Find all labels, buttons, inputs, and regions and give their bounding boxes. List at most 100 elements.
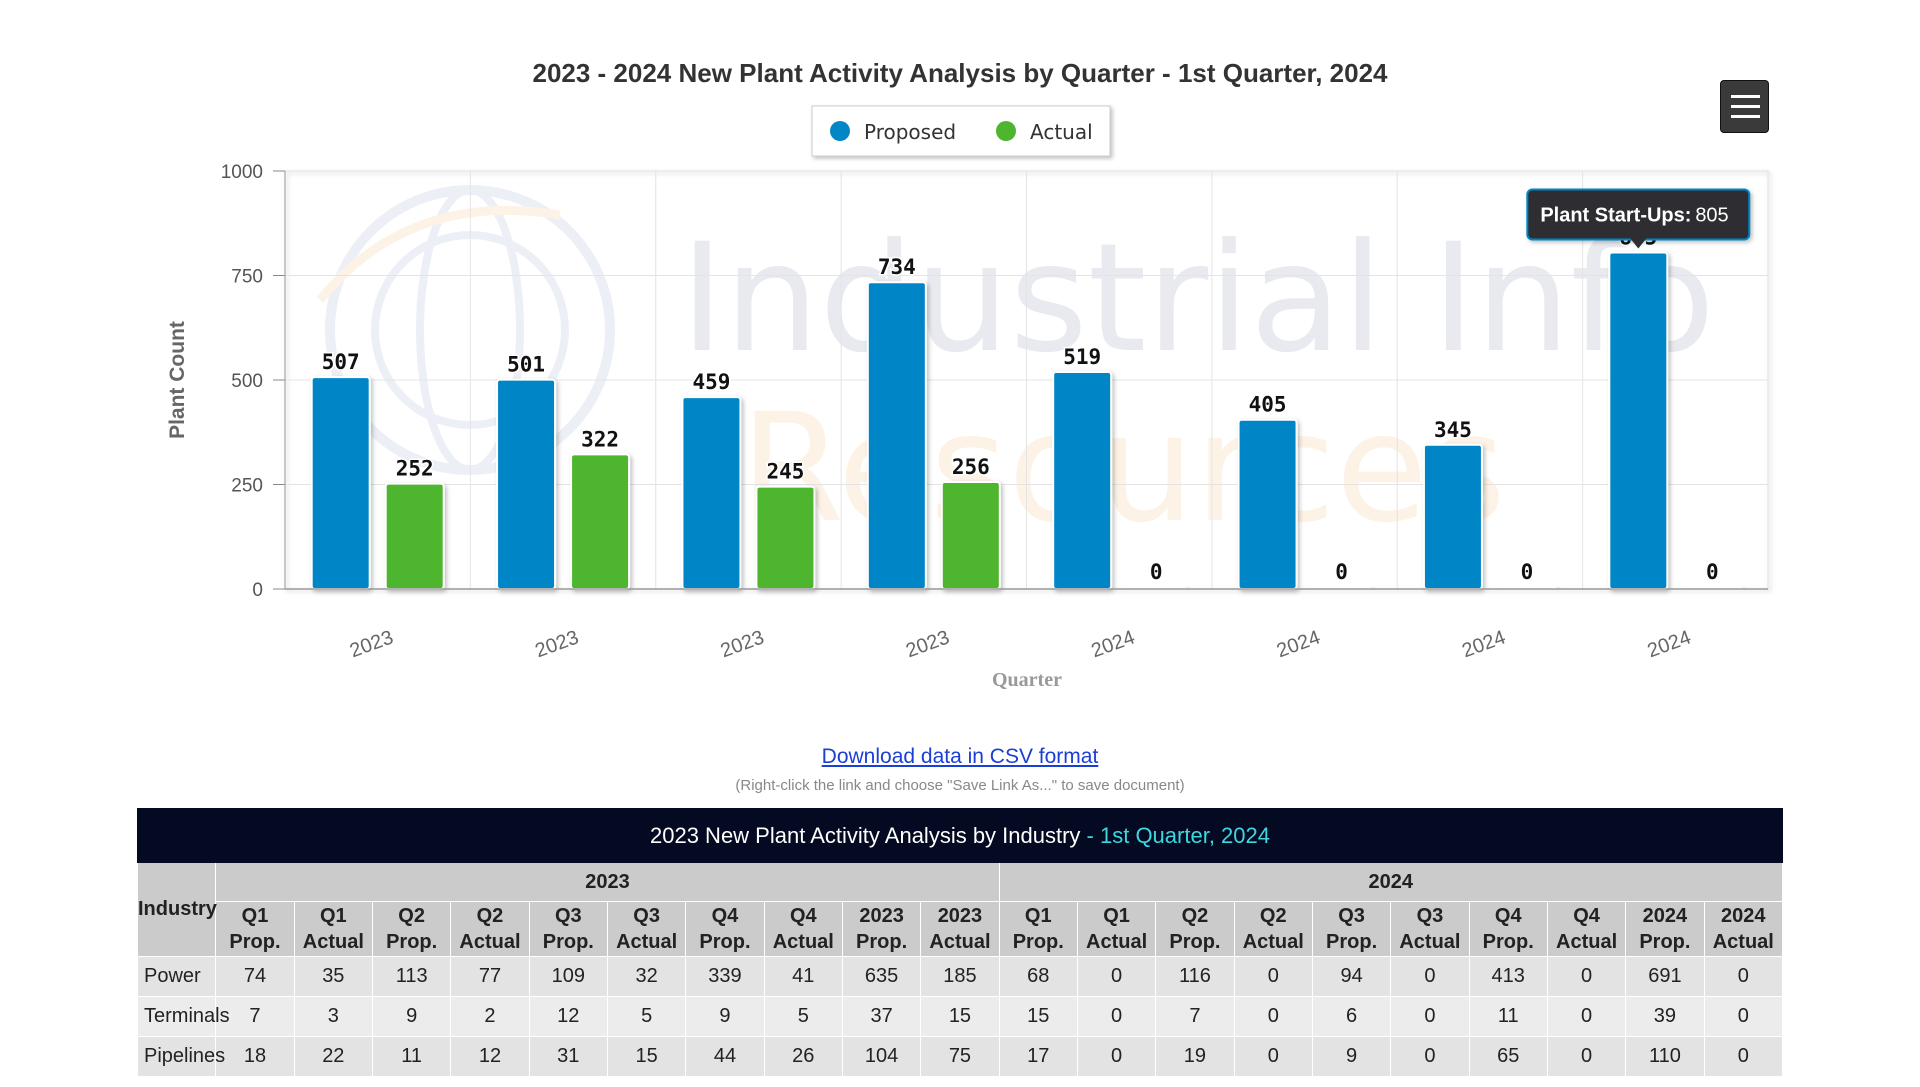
x-tick-label: 2024 — [1459, 626, 1508, 662]
y-tick-label: 250 — [231, 476, 263, 497]
table-cell: 109 — [528, 956, 608, 997]
table-title: 2023 New Plant Activity Analysis by Indu… — [650, 822, 1081, 848]
bar-actual — [570, 453, 631, 590]
table-cell: 116 — [1155, 956, 1235, 997]
table-cell: 15 — [998, 996, 1078, 1037]
table-cell: 0 — [1703, 956, 1784, 997]
bar-actual — [384, 482, 445, 590]
table-cell: 0 — [1390, 956, 1470, 997]
column-header: Q1 Actual — [1076, 901, 1157, 957]
table-cell: 15 — [606, 1036, 687, 1077]
data-label-proposed: 345 — [1434, 418, 1472, 442]
data-label-actual: 245 — [766, 460, 804, 484]
industry-name: Power — [136, 956, 217, 997]
y-axis-label: Plant Count — [166, 321, 189, 439]
tooltip-value: 805 — [1695, 205, 1728, 227]
table-cell: 339 — [685, 956, 765, 997]
table-cell: 0 — [1233, 1036, 1313, 1077]
chart: Industrial Info Resources 2023 - 2024 Ne… — [166, 58, 1769, 691]
hamburger-menu-icon-line — [1731, 105, 1760, 108]
x-tick-label: 2023 — [718, 626, 767, 662]
table-cell: 35 — [293, 956, 373, 997]
download-note: (Right-click the link and choose "Save L… — [735, 777, 1185, 794]
bar-actual — [755, 485, 816, 590]
data-label-actual: 0 — [1335, 560, 1348, 584]
data-label-proposed: 405 — [1249, 393, 1287, 417]
table-row: Pipelines 18 22 11 12 31 15 44 26 104 75 17 0 19 0 9 0 65… — [136, 1036, 1784, 1077]
table-cell: 0 — [1546, 996, 1627, 1037]
legend-marker-actual — [996, 121, 1016, 141]
table-cell: 11 — [1468, 996, 1548, 1037]
data-label-proposed: 734 — [878, 255, 916, 279]
legend-label-proposed: Proposed — [864, 120, 956, 144]
bar-actual — [940, 480, 1001, 591]
table-cell: 68 — [998, 956, 1078, 997]
data-label-proposed: 459 — [692, 370, 730, 394]
column-header: Q3 Prop. — [528, 901, 608, 957]
table-cell: 12 — [528, 996, 608, 1037]
table-cell: 0 — [1076, 1036, 1157, 1077]
table-cell: 65 — [1468, 1036, 1548, 1077]
table-cell: 9 — [685, 996, 765, 1037]
table-cell: 110 — [1625, 1036, 1705, 1077]
hamburger-menu-icon-line — [1731, 115, 1760, 118]
table-cell: 15 — [920, 996, 1000, 1037]
table-caption: 2023 New Plant Activity Analysis by Indu… — [137, 808, 1783, 863]
download-csv-link[interactable]: Download data in CSV format — [821, 745, 1099, 768]
y-tick-label: 1000 — [221, 162, 263, 183]
table-cell: 5 — [763, 996, 843, 1037]
x-tick-label: 2024 — [1088, 626, 1137, 662]
bar-proposed — [1422, 443, 1483, 591]
table-cell: 9 — [1311, 1036, 1392, 1077]
table-cell: 2 — [450, 996, 530, 1037]
table-cell: 31 — [528, 1036, 608, 1077]
watermark-text-line1: Industrial Info — [680, 212, 1715, 386]
column-header: Q2 Prop. — [1155, 901, 1235, 957]
y-tick-label: 750 — [231, 267, 263, 288]
year-group-header: 2024 — [998, 862, 1784, 902]
column-header: Q3 Actual — [1390, 901, 1470, 957]
watermark-text-line2: Resources — [740, 382, 1506, 556]
tooltip-label: Plant Start-Ups: — [1540, 205, 1691, 227]
table-cell: 104 — [841, 1036, 922, 1077]
x-tick-label: 2023 — [347, 626, 396, 662]
table-cell: 113 — [371, 956, 452, 997]
data-label-actual: 256 — [952, 455, 990, 479]
table-cell: 413 — [1468, 956, 1548, 997]
industry-name: Pipelines — [136, 1036, 225, 1077]
bar-proposed — [1237, 418, 1298, 590]
bar-proposed — [681, 396, 742, 590]
column-header: Q4 Actual — [763, 901, 843, 957]
column-header: Q2 Actual — [1233, 901, 1313, 957]
table-cell: 74 — [215, 956, 295, 997]
table-cell: 185 — [920, 956, 1000, 997]
x-axis-label: Quarter — [992, 669, 1062, 691]
bar-proposed — [310, 376, 371, 590]
column-header: Q4 Prop. — [1468, 901, 1548, 957]
data-label-proposed: 501 — [507, 353, 545, 377]
table-cell: 0 — [1390, 996, 1470, 1037]
year-group-header: 2023 — [215, 862, 1000, 902]
table-cell: 18 — [215, 1036, 295, 1077]
table-cell: 5 — [606, 996, 687, 1037]
table-cell: 7 — [1155, 996, 1235, 1037]
column-header: Q4 Actual — [1546, 901, 1627, 957]
chart-menu-button[interactable] — [1720, 80, 1769, 133]
legend — [811, 105, 1111, 157]
table-cell: 0 — [1233, 956, 1313, 997]
table-cell: 94 — [1311, 956, 1392, 997]
data-label-actual: 0 — [1706, 560, 1719, 584]
table-cell: 0 — [1390, 1036, 1470, 1077]
industry-name: Terminals — [136, 996, 230, 1037]
tooltip-arrow — [1630, 238, 1647, 249]
x-tick-label: 2023 — [903, 626, 952, 662]
table-cell: 6 — [1311, 996, 1392, 1037]
data-label-actual: 252 — [396, 457, 434, 481]
y-tick-label: 500 — [231, 371, 263, 392]
column-header: 2023 Actual — [920, 901, 1000, 957]
table-cell: 75 — [920, 1036, 1000, 1077]
y-tick-label: 0 — [252, 580, 263, 601]
table-cell: 17 — [998, 1036, 1078, 1077]
tooltip: Plant Start-Ups: 805 — [1526, 188, 1751, 249]
column-header: Q1 Actual — [293, 901, 373, 957]
